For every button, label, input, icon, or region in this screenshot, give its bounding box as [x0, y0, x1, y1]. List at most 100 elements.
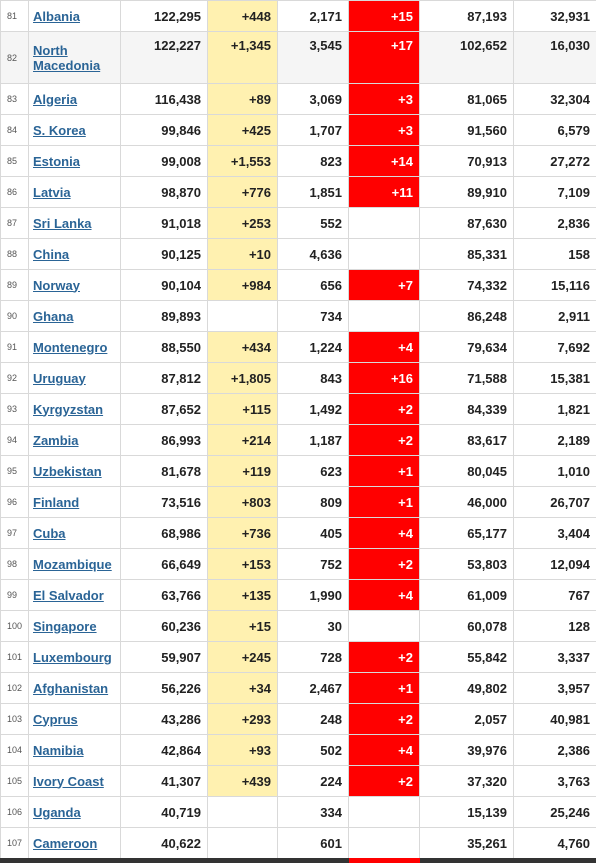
country-link[interactable]: Mozambique: [33, 556, 112, 572]
country-link[interactable]: China: [33, 246, 70, 262]
country-link[interactable]: El Salvador: [33, 587, 104, 603]
country-link[interactable]: Latvia: [33, 184, 71, 200]
new-deaths-cell: +1: [348, 455, 420, 487]
new-cases-cell: +115: [207, 393, 278, 425]
total-deaths-cell: 809: [277, 486, 349, 518]
new-deaths-cell: +2: [348, 765, 420, 797]
rank-cell: 104: [0, 734, 29, 766]
new-deaths-cell: [348, 300, 420, 332]
country-link[interactable]: Algeria: [33, 91, 78, 107]
country-link[interactable]: Norway: [33, 277, 80, 293]
active-cases-cell: 3,957: [513, 672, 596, 704]
country-cell: Luxembourg: [28, 641, 121, 673]
total-cases-cell: 87,652: [120, 393, 208, 425]
new-deaths-cell: [348, 796, 420, 828]
new-deaths-cell: +3: [348, 83, 420, 115]
total-cases-cell: 99,846: [120, 114, 208, 146]
total-cases-cell: 43,286: [120, 703, 208, 735]
country-link[interactable]: Sri Lanka: [33, 215, 92, 231]
country-link[interactable]: Kyrgyzstan: [33, 401, 104, 417]
table-row: 96 Finland 73,516 +803 809 +1 46,000 26,707: [0, 486, 596, 518]
recovered-cell: 74,332: [419, 269, 514, 301]
total-cases-cell: 56,226: [120, 672, 208, 704]
country-link[interactable]: Ghana: [33, 308, 74, 324]
country-link[interactable]: Cuba: [33, 525, 66, 541]
new-cases-cell: +293: [207, 703, 278, 735]
country-link[interactable]: Montenegro: [33, 339, 108, 355]
country-cell: El Salvador: [28, 579, 121, 611]
total-cases-cell: 98,870: [120, 176, 208, 208]
recovered-cell: 70,913: [419, 145, 514, 177]
country-link[interactable]: North Macedonia: [33, 42, 101, 73]
country-cell: Uruguay: [28, 362, 121, 394]
rank-cell: 98: [0, 548, 29, 580]
total-cases-cell: 40,719: [120, 796, 208, 828]
new-cases-cell: +245: [207, 641, 278, 673]
recovered-cell: 102,652: [419, 31, 514, 84]
new-cases-cell: +1,553: [207, 145, 278, 177]
country-link[interactable]: Ivory Coast: [33, 773, 104, 789]
total-deaths-cell: 1,990: [277, 579, 349, 611]
active-cases-cell: 27,272: [513, 145, 596, 177]
country-link[interactable]: Cameroon: [33, 835, 98, 851]
total-cases-cell: 122,227: [120, 31, 208, 84]
total-cases-cell: 86,993: [120, 424, 208, 456]
country-link[interactable]: Albania: [33, 8, 80, 24]
new-deaths-cell: +4: [348, 734, 420, 766]
new-cases-cell: +425: [207, 114, 278, 146]
country-link[interactable]: Cyprus: [33, 711, 78, 727]
country-cell: Cuba: [28, 517, 121, 549]
total-deaths-cell: 601: [277, 827, 349, 859]
country-link[interactable]: S. Korea: [33, 122, 86, 138]
rank-cell: 83: [0, 83, 29, 115]
country-cell: Uganda: [28, 796, 121, 828]
table-row: 85 Estonia 99,008 +1,553 823 +14 70,913 27,272: [0, 145, 596, 177]
rank-cell: 107: [0, 827, 29, 859]
new-deaths-cell: +11: [348, 176, 420, 208]
country-link[interactable]: Estonia: [33, 153, 80, 169]
active-cases-cell: 25,246: [513, 796, 596, 828]
country-link[interactable]: Uruguay: [33, 370, 86, 386]
rank-cell: 91: [0, 331, 29, 363]
table-row: 82 North Macedonia 122,227 +1,345 3,545 +17 10…: [0, 31, 596, 84]
country-cell: Estonia: [28, 145, 121, 177]
country-link[interactable]: Luxembourg: [33, 649, 112, 665]
recovered-cell: 61,009: [419, 579, 514, 611]
new-deaths-cell: +2: [348, 424, 420, 456]
country-cell: Norway: [28, 269, 121, 301]
country-link[interactable]: Singapore: [33, 618, 97, 634]
rank-cell: 97: [0, 517, 29, 549]
active-cases-cell: 16,030: [513, 31, 596, 84]
rank-cell: 82: [0, 31, 29, 84]
new-cases-cell: [207, 300, 278, 332]
active-cases-cell: 32,931: [513, 0, 596, 32]
total-deaths-cell: 224: [277, 765, 349, 797]
total-deaths-cell: 502: [277, 734, 349, 766]
country-link[interactable]: Uganda: [33, 804, 81, 820]
total-deaths-cell: 843: [277, 362, 349, 394]
country-link[interactable]: Uzbekistan: [33, 463, 102, 479]
new-cases-cell: [207, 796, 278, 828]
new-deaths-cell: +16: [348, 362, 420, 394]
rank-cell: 81: [0, 0, 29, 32]
country-cell: North Macedonia: [28, 31, 121, 84]
next-row-edge: [0, 858, 596, 863]
country-link[interactable]: Afghanistan: [33, 680, 109, 696]
active-cases-cell: 2,386: [513, 734, 596, 766]
total-deaths-cell: 823: [277, 145, 349, 177]
country-link[interactable]: Namibia: [33, 742, 84, 758]
recovered-cell: 81,065: [419, 83, 514, 115]
table-row: 87 Sri Lanka 91,018 +253 552 87,630 2,836: [0, 207, 596, 239]
country-link[interactable]: Finland: [33, 494, 80, 510]
total-deaths-cell: 656: [277, 269, 349, 301]
rank-cell: 85: [0, 145, 29, 177]
new-cases-cell: +10: [207, 238, 278, 270]
country-link[interactable]: Zambia: [33, 432, 79, 448]
country-cell: Latvia: [28, 176, 121, 208]
total-cases-cell: 59,907: [120, 641, 208, 673]
table-row: 81 Albania 122,295 +448 2,171 +15 87,193 32,931: [0, 0, 596, 32]
total-deaths-cell: 334: [277, 796, 349, 828]
rank-cell: 101: [0, 641, 29, 673]
total-deaths-cell: 752: [277, 548, 349, 580]
